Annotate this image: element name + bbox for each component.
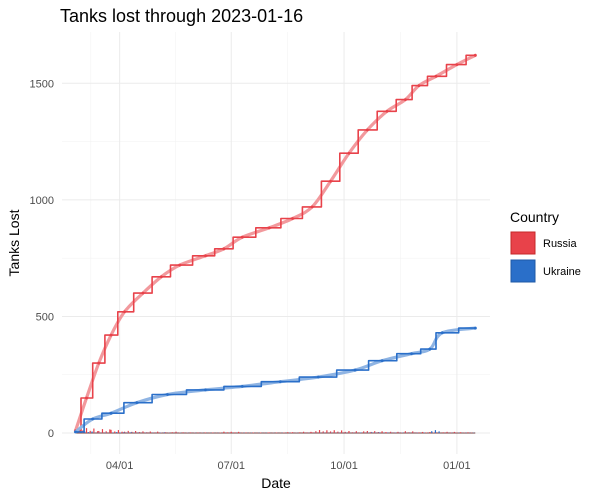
data-point-ukraine — [240, 384, 244, 388]
data-point-ukraine — [380, 359, 384, 363]
data-point-russia — [109, 333, 113, 337]
data-point-russia — [347, 151, 351, 155]
chart-title: Tanks lost through 2023-01-16 — [60, 6, 303, 26]
data-point-russia — [97, 361, 101, 365]
data-point-russia — [473, 53, 477, 57]
y-axis-title: Tanks Lost — [6, 209, 22, 276]
plot-panel — [62, 32, 490, 454]
legend-key-ukraine — [510, 259, 536, 283]
data-point-russia — [123, 310, 126, 314]
y-tick-label: 0 — [48, 428, 54, 440]
x-axis: 04/01 07/01 10/01 01/01 — [106, 460, 471, 472]
x-axis-title: Date — [261, 475, 291, 491]
y-tick-label: 1500 — [30, 78, 54, 90]
data-point-russia — [434, 74, 438, 78]
data-point-russia — [455, 63, 459, 67]
data-point-russia — [141, 291, 145, 295]
data-point-russia — [365, 128, 369, 132]
data-point-ukraine — [428, 347, 432, 351]
data-point-russia — [291, 217, 294, 220]
data-point-ukraine — [91, 417, 95, 421]
data-point-russia — [310, 205, 314, 209]
data-point-ukraine — [353, 368, 357, 372]
data-point-russia — [329, 179, 332, 183]
series-layer — [73, 53, 477, 434]
data-point-russia — [222, 247, 226, 251]
data-point-russia — [85, 396, 88, 400]
legend-label: Ukraine — [543, 266, 581, 278]
data-point-russia — [204, 254, 207, 258]
data-point-ukraine — [109, 411, 113, 415]
data-point-ukraine — [440, 331, 444, 335]
data-point-russia — [403, 98, 407, 102]
y-axis: 0 500 1000 1500 — [30, 78, 54, 440]
data-point-ukraine — [410, 352, 413, 356]
data-point-ukraine — [316, 375, 320, 379]
data-point-russia — [385, 109, 389, 113]
legend-title: Country — [510, 209, 559, 225]
x-tick-label: 07/01 — [217, 460, 245, 472]
data-point-russia — [417, 84, 421, 88]
x-tick-label: 10/01 — [330, 460, 358, 472]
data-point-ukraine — [278, 380, 282, 384]
y-tick-label: 500 — [36, 311, 54, 323]
legend: Country Russia Ukraine — [510, 209, 581, 283]
data-point-ukraine — [473, 326, 477, 330]
x-tick-label: 01/01 — [443, 460, 471, 472]
data-point-russia — [159, 275, 163, 279]
data-point-ukraine — [166, 393, 169, 396]
legend-key-russia — [510, 231, 536, 255]
data-point-russia — [240, 235, 244, 239]
daily-losses — [74, 427, 476, 434]
data-point-ukraine — [74, 430, 77, 434]
data-point-russia — [267, 226, 271, 230]
x-tick-label: 04/01 — [106, 460, 134, 472]
data-point-ukraine — [135, 401, 139, 405]
y-tick-label: 1000 — [30, 195, 54, 207]
legend-label: Russia — [543, 238, 578, 250]
data-point-russia — [178, 263, 182, 267]
data-point-ukraine — [204, 388, 207, 392]
